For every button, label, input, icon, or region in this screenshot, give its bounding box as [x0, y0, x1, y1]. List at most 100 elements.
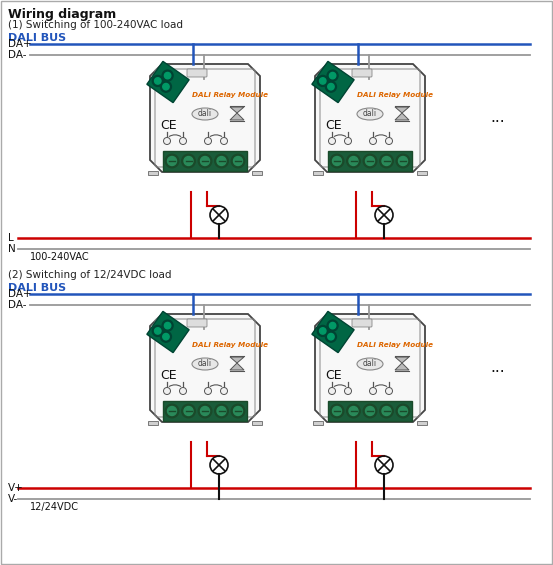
Text: DALI Relay Module: DALI Relay Module — [192, 92, 268, 98]
Circle shape — [215, 404, 228, 418]
Circle shape — [162, 70, 173, 81]
Ellipse shape — [357, 108, 383, 120]
Circle shape — [330, 404, 344, 418]
Polygon shape — [147, 62, 189, 103]
Circle shape — [154, 78, 161, 84]
Circle shape — [152, 76, 163, 86]
Circle shape — [164, 323, 171, 329]
Circle shape — [163, 333, 169, 340]
Circle shape — [168, 406, 176, 415]
Text: DALI Relay Module: DALI Relay Module — [357, 92, 433, 98]
Text: DALI BUS: DALI BUS — [8, 33, 66, 43]
Polygon shape — [150, 314, 260, 422]
Circle shape — [184, 157, 193, 166]
FancyBboxPatch shape — [252, 421, 262, 425]
Text: DA+: DA+ — [8, 289, 32, 299]
Polygon shape — [395, 113, 409, 120]
Circle shape — [221, 388, 227, 394]
Circle shape — [382, 406, 391, 415]
Circle shape — [231, 154, 245, 168]
Circle shape — [330, 154, 344, 168]
Polygon shape — [395, 357, 409, 363]
Text: CE: CE — [160, 119, 176, 132]
Circle shape — [369, 137, 377, 145]
Circle shape — [317, 325, 328, 336]
Text: dali: dali — [198, 110, 212, 119]
Polygon shape — [230, 357, 244, 363]
Text: DA-: DA- — [8, 50, 27, 60]
Circle shape — [215, 154, 228, 168]
Circle shape — [363, 154, 377, 168]
Circle shape — [221, 137, 227, 145]
Circle shape — [380, 404, 393, 418]
Circle shape — [152, 325, 163, 336]
Circle shape — [345, 388, 352, 394]
Ellipse shape — [192, 108, 218, 120]
Circle shape — [233, 157, 243, 166]
Circle shape — [349, 157, 358, 166]
Circle shape — [201, 157, 210, 166]
Circle shape — [380, 154, 393, 168]
Circle shape — [366, 157, 374, 166]
Text: (2) Switching of 12/24VDC load: (2) Switching of 12/24VDC load — [8, 270, 171, 280]
Circle shape — [154, 328, 161, 334]
Text: 12/24VDC: 12/24VDC — [30, 502, 79, 512]
Circle shape — [320, 328, 326, 334]
Circle shape — [198, 154, 212, 168]
Polygon shape — [150, 64, 260, 172]
Polygon shape — [395, 363, 409, 370]
Circle shape — [180, 137, 186, 145]
Circle shape — [160, 81, 171, 92]
Circle shape — [396, 154, 410, 168]
Circle shape — [182, 154, 195, 168]
Text: N: N — [8, 244, 15, 254]
FancyBboxPatch shape — [313, 171, 323, 175]
Circle shape — [205, 388, 211, 394]
Circle shape — [345, 137, 352, 145]
Polygon shape — [230, 363, 244, 370]
Circle shape — [332, 406, 342, 415]
Text: 100-240VAC: 100-240VAC — [30, 252, 90, 262]
FancyBboxPatch shape — [148, 421, 158, 425]
Circle shape — [347, 154, 361, 168]
Text: DA-: DA- — [8, 300, 27, 310]
Circle shape — [332, 157, 342, 166]
Text: CE: CE — [325, 119, 342, 132]
Text: DALI Relay Module: DALI Relay Module — [357, 342, 433, 348]
Text: L: L — [8, 233, 14, 243]
FancyBboxPatch shape — [328, 401, 412, 421]
Circle shape — [164, 72, 171, 79]
Circle shape — [328, 388, 336, 394]
Circle shape — [328, 84, 334, 90]
Text: V-: V- — [8, 494, 18, 504]
Polygon shape — [315, 314, 425, 422]
Circle shape — [349, 406, 358, 415]
FancyBboxPatch shape — [328, 151, 412, 171]
Circle shape — [184, 406, 193, 415]
Circle shape — [164, 137, 170, 145]
Circle shape — [201, 406, 210, 415]
Circle shape — [330, 72, 336, 79]
Circle shape — [168, 157, 176, 166]
Circle shape — [328, 137, 336, 145]
FancyBboxPatch shape — [417, 421, 427, 425]
Polygon shape — [230, 113, 244, 120]
Circle shape — [231, 404, 245, 418]
Circle shape — [399, 406, 408, 415]
FancyBboxPatch shape — [148, 171, 158, 175]
Circle shape — [180, 388, 186, 394]
Text: DALI BUS: DALI BUS — [8, 283, 66, 293]
FancyBboxPatch shape — [187, 319, 207, 327]
Text: (1) Switching of 100-240VAC load: (1) Switching of 100-240VAC load — [8, 20, 183, 30]
FancyBboxPatch shape — [352, 319, 372, 327]
Text: CE: CE — [160, 369, 176, 382]
Text: ...: ... — [490, 111, 505, 125]
Circle shape — [399, 157, 408, 166]
Text: V+: V+ — [8, 483, 24, 493]
FancyBboxPatch shape — [187, 69, 207, 77]
Text: dali: dali — [363, 359, 377, 368]
Circle shape — [327, 320, 338, 331]
Polygon shape — [230, 107, 244, 113]
Polygon shape — [315, 64, 425, 172]
Circle shape — [165, 404, 179, 418]
